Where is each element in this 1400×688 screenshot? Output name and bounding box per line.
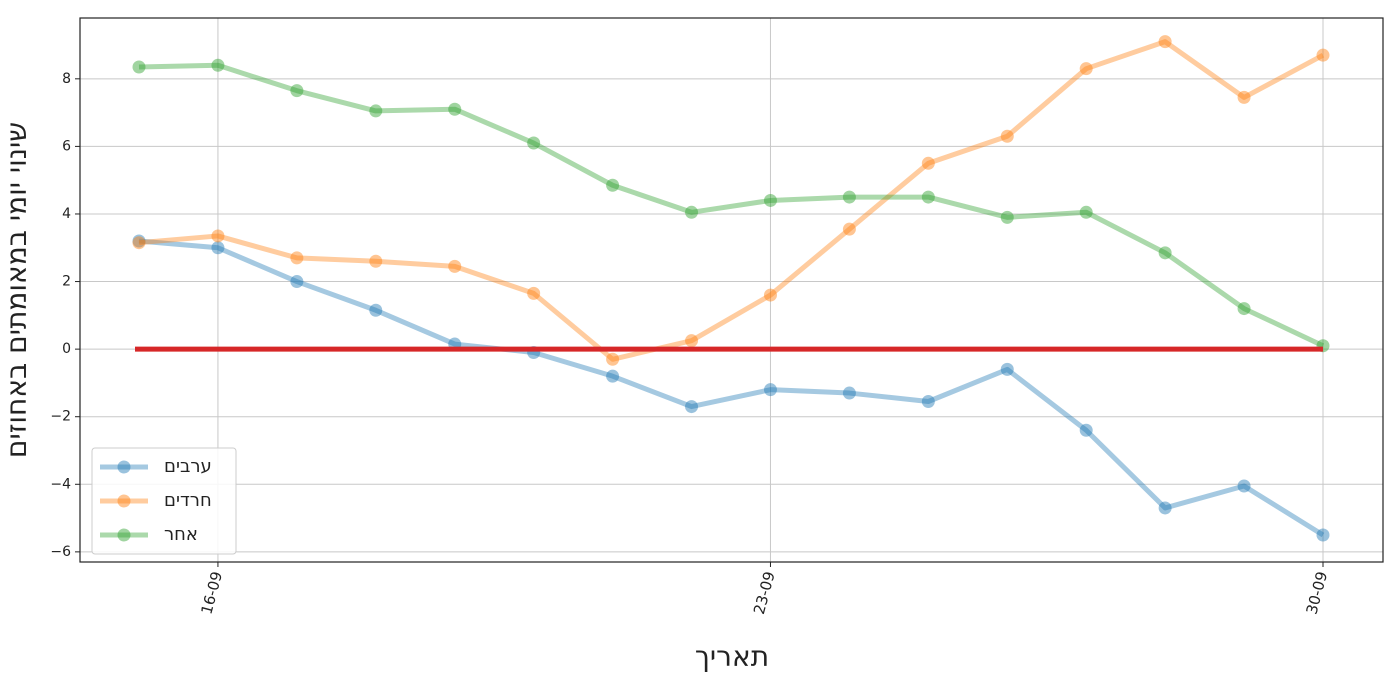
data-point — [211, 58, 225, 72]
legend: ערבים חרדים אחר — [91, 447, 237, 555]
data-point — [1237, 479, 1251, 493]
x-axis-label: תאריך — [695, 640, 769, 673]
y-tick-label: 6 — [62, 138, 71, 154]
data-point — [685, 205, 699, 219]
data-point — [290, 275, 304, 289]
data-point — [685, 400, 699, 414]
y-tick-label: −2 — [50, 409, 71, 425]
data-point — [842, 222, 856, 236]
data-point — [1079, 205, 1093, 219]
data-point — [1237, 302, 1251, 316]
x-tick-label: 23-09 — [750, 570, 779, 617]
data-point — [448, 102, 462, 116]
data-point — [685, 334, 699, 348]
data-point — [763, 383, 777, 397]
data-point — [606, 369, 620, 383]
series-line — [138, 62, 1325, 349]
legend-marker — [117, 494, 131, 508]
data-point — [1316, 528, 1330, 542]
legend-label: ערבים — [164, 456, 212, 477]
x-tick-label: 30-09 — [1303, 570, 1332, 617]
data-point — [921, 395, 935, 409]
data-point — [132, 236, 146, 250]
legend-label: חרדים — [164, 490, 212, 511]
data-point — [1158, 35, 1172, 49]
plot-frame — [79, 17, 1384, 563]
data-point — [763, 193, 777, 207]
legend-marker — [117, 528, 131, 542]
y-axis-label: שינוי יומי במאומתים באחוזים — [0, 122, 33, 458]
data-point — [606, 352, 620, 366]
data-point — [132, 60, 146, 74]
data-point — [921, 190, 935, 204]
data-point — [211, 241, 225, 255]
data-point — [1237, 90, 1251, 104]
data-point — [1316, 48, 1330, 62]
data-point — [448, 259, 462, 273]
data-point — [369, 254, 383, 268]
series-line — [138, 238, 1325, 538]
data-point — [1000, 210, 1014, 224]
legend-box — [91, 447, 237, 555]
y-tick-label: −6 — [50, 544, 71, 560]
data-point — [842, 386, 856, 400]
data-point — [527, 136, 541, 150]
y-tick-label: 2 — [62, 274, 71, 290]
data-point — [1079, 423, 1093, 437]
x-tick-label: 16-09 — [197, 570, 226, 617]
data-point — [606, 178, 620, 192]
data-point — [1158, 246, 1172, 260]
y-tick-label: 0 — [62, 341, 71, 357]
data-point — [527, 286, 541, 300]
data-point — [290, 84, 304, 98]
y-tick-label: 8 — [62, 71, 71, 87]
data-point — [369, 104, 383, 118]
y-tick-label: 4 — [62, 206, 71, 222]
data-point — [1000, 362, 1014, 376]
data-point — [290, 251, 304, 265]
y-tick-label: −4 — [50, 476, 71, 492]
legend-marker — [117, 460, 131, 474]
data-point — [1079, 62, 1093, 76]
data-point — [369, 303, 383, 317]
legend-label: אחר — [164, 524, 198, 545]
data-point — [921, 156, 935, 170]
data-point — [1000, 129, 1014, 143]
data-point — [211, 229, 225, 243]
data-point — [763, 288, 777, 302]
data-point — [842, 190, 856, 204]
data-point — [1158, 501, 1172, 515]
series-line — [138, 39, 1325, 362]
data-point — [132, 234, 146, 248]
